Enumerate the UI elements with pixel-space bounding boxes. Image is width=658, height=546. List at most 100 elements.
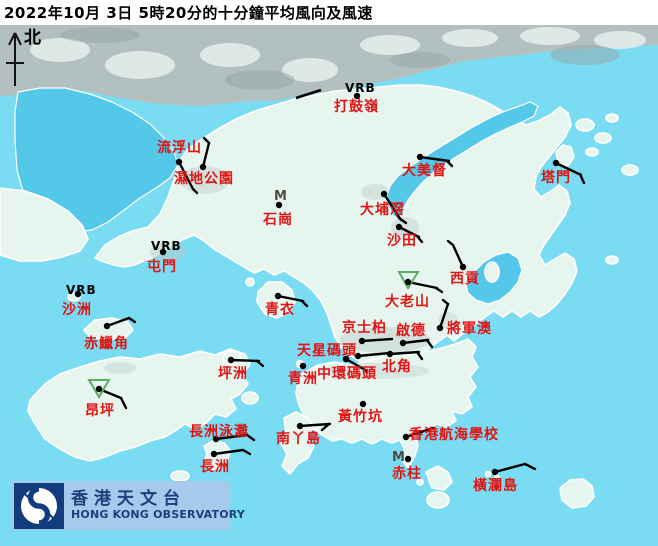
wind-barb-kai-tak <box>425 338 434 349</box>
map-lantau-island <box>27 348 251 462</box>
map-waglan-islet <box>484 470 492 478</box>
hko-logo-chinese: 香港天文台 <box>71 488 186 509</box>
wind-barb-tai-mei-tuk <box>445 159 454 168</box>
station-dot-tap-mun <box>552 159 560 167</box>
station-dot-tai-mei-tuk <box>416 153 424 161</box>
map-hong-kong-island <box>295 338 479 469</box>
map-ma-wan <box>245 277 255 287</box>
map-northeast-islands <box>555 113 639 176</box>
map-border-feature-line <box>295 88 322 100</box>
wind-barb-tap-mun <box>554 161 583 177</box>
wind-barb-wetland-park <box>201 141 211 169</box>
wind-barb-tai-po-kau <box>382 192 403 222</box>
station-dot-ngong-ping <box>95 385 103 393</box>
station-dot-tates-cairn <box>404 278 412 286</box>
map-tsing-yi-island <box>256 281 296 319</box>
station-dot-sha-tin <box>395 223 403 231</box>
wind-barb-lau-fau-shan <box>177 160 195 191</box>
wind-barb-tseung-kwan-o <box>438 302 450 330</box>
wind-barb-kai-tak <box>401 338 430 345</box>
station-dot-wetland-park <box>199 163 207 171</box>
map-urban-texture <box>30 27 646 82</box>
station-dot-waglan-island <box>491 468 499 476</box>
wind-barb-north-point <box>415 350 424 361</box>
map-po-toi-group <box>425 465 453 491</box>
wind-barb-sha-tin <box>397 225 421 239</box>
station-dot-wong-chuk-hang <box>359 400 367 408</box>
wind-barb-cheung-chau <box>241 448 252 456</box>
wind-barb-chek-lap-kok <box>127 316 137 324</box>
wind-barb-star-ferry-pier <box>356 351 392 358</box>
north-label: 北 <box>24 28 41 48</box>
page-title: 2022年10月 3日 5時20分的十分鐘平均風向及風速 <box>4 4 373 22</box>
wind-barb-tseung-kwan-o <box>441 298 450 306</box>
map-kau-sai-chau <box>484 261 500 283</box>
map-hei-ling-chau <box>241 391 259 405</box>
wind-barb-tai-mei-tuk <box>418 155 451 163</box>
station-dot-sea-school <box>402 433 410 441</box>
wind-barb-cheung-chau-beach <box>245 433 256 442</box>
wind-barb-peng-chau <box>255 359 265 368</box>
wind-barb-sai-kung <box>451 243 465 269</box>
map-deep-bay <box>14 87 179 233</box>
station-dot-tuen-mun <box>159 248 167 256</box>
station-dot-cheung-chau-beach <box>212 435 220 443</box>
station-dot-stanley <box>404 455 412 463</box>
wind-barb-sha-tin <box>415 234 424 244</box>
wind-barb-lau-fau-shan <box>191 187 199 195</box>
wind-barb-tates-cairn <box>434 286 444 294</box>
map-tolo-harbour <box>386 101 539 221</box>
map-urban-patches <box>104 166 458 379</box>
map-urban-texture-dark <box>60 27 620 90</box>
wind-barb-tates-cairn <box>406 280 439 290</box>
station-dot-tseung-kwan-o <box>436 324 444 332</box>
hko-logo-panel[interactable]: 香港天文台 HONG KONG OBSERVATORY <box>12 481 245 530</box>
wind-barb-sai-kung <box>446 239 455 247</box>
wind-barb-ngong-ping <box>119 396 128 410</box>
station-dot-green-island <box>299 362 307 370</box>
station-dot-shek-kong <box>275 201 283 209</box>
map-chek-lap-kok-island <box>83 317 134 341</box>
map-shekou-peninsula <box>0 187 89 262</box>
station-dot-tsing-yi <box>274 292 282 300</box>
anemometer-triangle-tates-cairn <box>397 271 420 290</box>
station-dot-tai-po-kau <box>380 190 388 198</box>
wind-barb-waglan-island <box>493 462 527 474</box>
station-layer <box>74 92 586 476</box>
hko-logo-english: HONG KONG OBSERVATORY <box>71 508 246 522</box>
wind-barb-cheung-chau <box>212 448 245 456</box>
station-dot-cheung-chau <box>210 450 218 458</box>
wind-barb-cheung-chau-beach <box>214 433 249 441</box>
wind-barb-chek-lap-kok <box>105 316 131 328</box>
anemometer-triangle-ngong-ping <box>87 379 111 399</box>
station-dot-sai-kung <box>459 263 467 271</box>
wind-barb-sea-school <box>404 426 435 439</box>
station-dot-lamma-island <box>296 422 304 430</box>
wind-barb-peng-chau <box>229 358 261 363</box>
station-dot-star-ferry-pier <box>354 352 362 360</box>
wind-barb-waglan-island <box>523 462 537 471</box>
map-southeast-island <box>559 478 595 509</box>
station-dot-kings-park <box>358 337 366 345</box>
station-dot-chek-lap-kok <box>103 322 111 330</box>
station-dot-north-point <box>386 350 394 358</box>
wind-barb-tai-po-kau <box>397 216 408 225</box>
station-dot-peng-chau <box>227 356 235 364</box>
wind-barb-north-point <box>388 350 421 356</box>
map-lamma-island-shape <box>280 411 315 475</box>
hko-logo-icon <box>14 482 64 529</box>
wind-barb-kings-park <box>360 337 394 343</box>
station-dot-ta-kwu-ling <box>353 92 361 100</box>
station-dot-kai-tak <box>399 339 407 347</box>
wind-barb-lamma-island <box>298 422 332 428</box>
station-dot-lau-fau-shan <box>175 158 183 166</box>
wind-barb-tap-mun <box>578 172 586 185</box>
wind-barb-lamma-island <box>320 422 331 432</box>
map-shek-kwu-chau <box>170 470 190 482</box>
wind-barb-tsing-yi <box>276 294 305 303</box>
station-dot-central-pier <box>342 355 350 363</box>
north-arrow <box>6 32 24 86</box>
wind-barb-central-pier <box>344 357 369 373</box>
wind-barb-wetland-park <box>202 136 211 145</box>
